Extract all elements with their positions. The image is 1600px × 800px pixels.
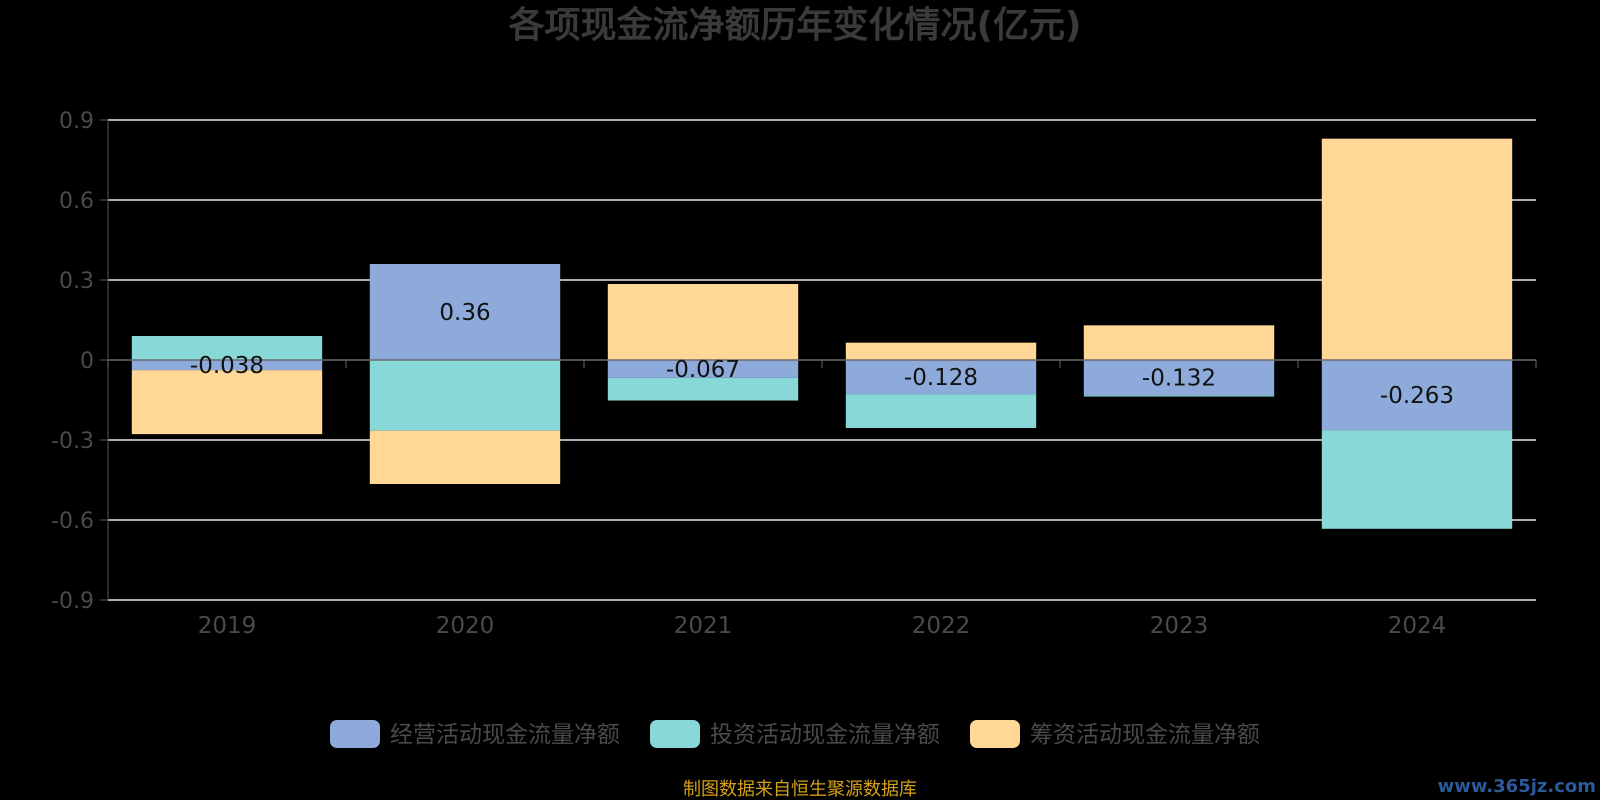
legend: 经营活动现金流量净额 投资活动现金流量净额 筹资活动现金流量净额 <box>330 720 1260 748</box>
watermark: www.365jz.com <box>1438 776 1596 797</box>
grid-lines <box>108 119 1536 601</box>
y-axis-ticks: 0.9 0.6 0.3 0 -0.3 -0.6 -0.9 <box>51 109 108 614</box>
legend-swatch <box>330 720 380 748</box>
y-tick-label: 0.3 <box>59 269 94 294</box>
bar-2019-series-2 <box>131 370 323 435</box>
bar-2023-series-1 <box>1083 395 1275 397</box>
axes <box>107 120 1537 600</box>
data-label: -0.067 <box>666 357 740 383</box>
x-category-label: 2020 <box>436 613 495 639</box>
data-label: -0.038 <box>190 353 264 379</box>
bar-2021-series-0 <box>607 360 799 378</box>
legend-label: 投资活动现金流量净额 <box>710 722 940 748</box>
bar-2022-series-2 <box>845 342 1037 360</box>
legend-label: 经营活动现金流量净额 <box>390 722 620 748</box>
y-tick-label: -0.3 <box>51 429 94 454</box>
x-category-label: 2022 <box>912 613 971 639</box>
bar-2024-series-2 <box>1321 138 1513 360</box>
bar-2020-series-1 <box>369 360 561 431</box>
x-axis-labels: 2019 2020 2021 2022 2023 2024 <box>198 613 1447 639</box>
data-label: 0.36 <box>439 300 490 326</box>
bar-2021-series-1 <box>607 377 799 401</box>
bar-2023-series-0 <box>1083 360 1275 396</box>
legend-swatch <box>650 720 700 748</box>
data-label: -0.263 <box>1380 383 1454 409</box>
bar-2019-series-1 <box>131 336 323 360</box>
bar-2019-series-0 <box>131 360 323 371</box>
bar-2024-series-1 <box>1321 430 1513 529</box>
legend-swatch <box>970 720 1020 748</box>
y-tick-label: 0.6 <box>59 189 94 214</box>
y-tick-label: 0.9 <box>59 109 94 134</box>
bar-2022-series-0 <box>845 360 1037 395</box>
bar-2021-series-2 <box>607 284 799 360</box>
source-note: 制图数据来自恒生聚源数据库 <box>683 779 917 800</box>
x-category-label: 2021 <box>674 613 733 639</box>
y-tick-label: 0 <box>80 349 94 374</box>
bars <box>131 138 1513 529</box>
data-labels: -0.038 0.36 -0.067 -0.128 -0.132 -0.263 <box>190 300 1454 409</box>
chart-title: 各项现金流净额历年变化情况(亿元) <box>509 4 1082 46</box>
bar-2023-series-2 <box>1083 325 1275 360</box>
legend-label: 筹资活动现金流量净额 <box>1030 722 1260 748</box>
data-label: -0.132 <box>1142 366 1216 392</box>
y-tick-label: -0.9 <box>51 589 94 614</box>
y-tick-label: -0.6 <box>51 509 94 534</box>
x-category-label: 2024 <box>1388 613 1447 639</box>
bar-2020-series-0 <box>369 264 561 360</box>
bar-2022-series-1 <box>845 394 1037 428</box>
bar-2024-series-0 <box>1321 360 1513 431</box>
bar-2020-series-2 <box>369 430 561 484</box>
data-label: -0.128 <box>904 365 978 391</box>
x-category-label: 2019 <box>198 613 257 639</box>
x-category-label: 2023 <box>1150 613 1209 639</box>
